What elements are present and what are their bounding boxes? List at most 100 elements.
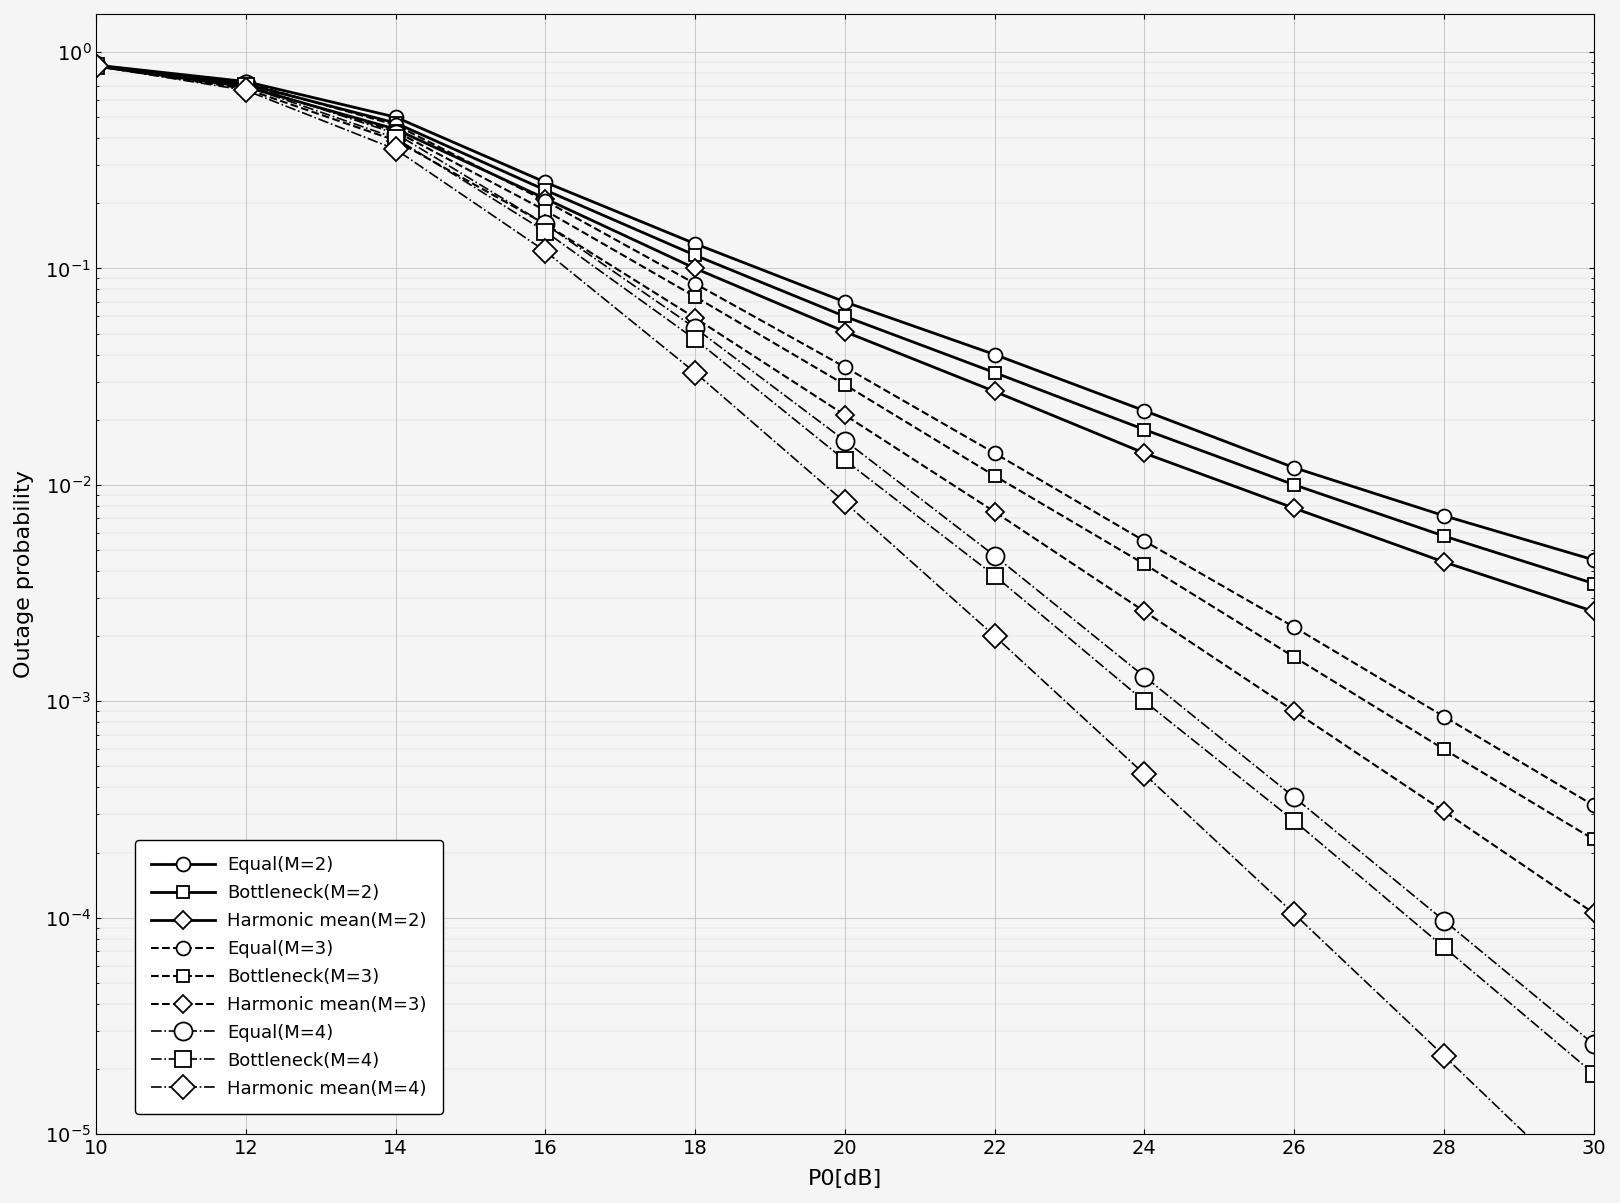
Line: Equal(M=3): Equal(M=3) [89, 58, 1601, 812]
Line: Harmonic mean(M=4): Harmonic mean(M=4) [87, 58, 1602, 1203]
Bottleneck(M=2) [685, 248, 705, 262]
Bottleneck(M=3) [386, 124, 405, 138]
Bottleneck(M=3) [1434, 742, 1453, 757]
Bottleneck(M=4) [985, 569, 1004, 583]
Bottleneck(M=4) [1434, 940, 1453, 954]
Equal(M=2) [86, 58, 105, 72]
Equal(M=4) [1285, 790, 1304, 805]
Equal(M=3) [1285, 620, 1304, 634]
Bottleneck(M=3) [536, 203, 556, 218]
Bottleneck(M=3) [836, 378, 855, 392]
Line: Harmonic mean(M=3): Harmonic mean(M=3) [89, 60, 1601, 919]
Harmonic mean(M=4) [985, 629, 1004, 644]
Equal(M=4) [86, 58, 105, 72]
Harmonic mean(M=4) [86, 59, 105, 73]
Equal(M=4) [985, 549, 1004, 563]
Bottleneck(M=4) [386, 131, 405, 146]
Bottleneck(M=2) [1134, 422, 1153, 437]
Equal(M=3) [985, 446, 1004, 461]
Legend: Equal(M=2), Bottleneck(M=2), Harmonic mean(M=2), Equal(M=3), Bottleneck(M=3), Ha: Equal(M=2), Bottleneck(M=2), Harmonic me… [134, 840, 442, 1114]
Harmonic mean(M=3) [685, 310, 705, 325]
Bottleneck(M=4) [1584, 1067, 1604, 1081]
Harmonic mean(M=2) [1285, 500, 1304, 515]
Equal(M=3) [1434, 710, 1453, 724]
Bottleneck(M=2) [1584, 576, 1604, 591]
Harmonic mean(M=3) [1134, 604, 1153, 618]
Bottleneck(M=4) [536, 225, 556, 239]
Bottleneck(M=4) [86, 59, 105, 73]
Harmonic mean(M=4) [836, 496, 855, 510]
Bottleneck(M=4) [1134, 694, 1153, 709]
Equal(M=2) [386, 109, 405, 124]
Line: Bottleneck(M=4): Bottleneck(M=4) [87, 58, 1602, 1083]
Harmonic mean(M=2) [386, 122, 405, 136]
Bottleneck(M=4) [237, 79, 256, 94]
Harmonic mean(M=2) [536, 191, 556, 206]
Harmonic mean(M=3) [1434, 804, 1453, 818]
Equal(M=3) [1134, 534, 1153, 549]
Bottleneck(M=3) [86, 59, 105, 73]
Harmonic mean(M=4) [1584, 1192, 1604, 1203]
Harmonic mean(M=2) [985, 384, 1004, 398]
Equal(M=4) [1434, 913, 1453, 928]
Harmonic mean(M=4) [237, 83, 256, 97]
Bottleneck(M=2) [1434, 529, 1453, 544]
Harmonic mean(M=4) [685, 366, 705, 380]
Equal(M=4) [1584, 1037, 1604, 1051]
Equal(M=2) [1285, 461, 1304, 475]
Line: Bottleneck(M=2): Bottleneck(M=2) [89, 59, 1601, 589]
Equal(M=3) [386, 118, 405, 132]
Equal(M=3) [237, 76, 256, 90]
Harmonic mean(M=3) [1584, 906, 1604, 920]
Equal(M=3) [1584, 799, 1604, 813]
Equal(M=2) [685, 237, 705, 251]
Bottleneck(M=3) [985, 469, 1004, 484]
Harmonic mean(M=4) [386, 142, 405, 156]
Equal(M=4) [386, 126, 405, 141]
Bottleneck(M=4) [1285, 813, 1304, 828]
Bottleneck(M=4) [836, 454, 855, 468]
Bottleneck(M=3) [1134, 557, 1153, 571]
Equal(M=4) [685, 321, 705, 336]
Line: Harmonic mean(M=2): Harmonic mean(M=2) [89, 60, 1601, 617]
Equal(M=2) [836, 295, 855, 309]
Bottleneck(M=2) [985, 366, 1004, 380]
Harmonic mean(M=3) [536, 217, 556, 231]
Harmonic mean(M=2) [1434, 555, 1453, 569]
Harmonic mean(M=4) [1134, 768, 1153, 782]
Bottleneck(M=3) [685, 290, 705, 304]
Equal(M=3) [536, 194, 556, 208]
Equal(M=2) [1134, 403, 1153, 417]
Harmonic mean(M=2) [685, 261, 705, 275]
Equal(M=2) [536, 176, 556, 190]
Harmonic mean(M=3) [386, 134, 405, 148]
Bottleneck(M=3) [237, 78, 256, 93]
Harmonic mean(M=4) [1285, 907, 1304, 921]
Equal(M=4) [836, 433, 855, 448]
Harmonic mean(M=2) [1584, 604, 1604, 618]
Equal(M=4) [237, 77, 256, 91]
Bottleneck(M=2) [237, 77, 256, 91]
Line: Equal(M=4): Equal(M=4) [87, 57, 1602, 1054]
Harmonic mean(M=2) [86, 59, 105, 73]
Harmonic mean(M=3) [1285, 704, 1304, 718]
Harmonic mean(M=3) [237, 82, 256, 96]
Equal(M=2) [1584, 552, 1604, 567]
Harmonic mean(M=2) [836, 325, 855, 339]
Harmonic mean(M=3) [86, 59, 105, 73]
Equal(M=4) [1134, 669, 1153, 683]
Bottleneck(M=2) [836, 309, 855, 324]
Harmonic mean(M=2) [237, 79, 256, 94]
Harmonic mean(M=3) [985, 505, 1004, 520]
Bottleneck(M=3) [1584, 832, 1604, 847]
Bottleneck(M=4) [685, 332, 705, 346]
Line: Equal(M=2): Equal(M=2) [89, 58, 1601, 567]
Equal(M=3) [836, 360, 855, 374]
Bottleneck(M=3) [1285, 650, 1304, 664]
Equal(M=4) [536, 217, 556, 231]
Bottleneck(M=2) [536, 183, 556, 197]
Bottleneck(M=2) [86, 59, 105, 73]
Harmonic mean(M=4) [536, 244, 556, 259]
Equal(M=2) [1434, 509, 1453, 523]
Harmonic mean(M=2) [1134, 446, 1153, 461]
